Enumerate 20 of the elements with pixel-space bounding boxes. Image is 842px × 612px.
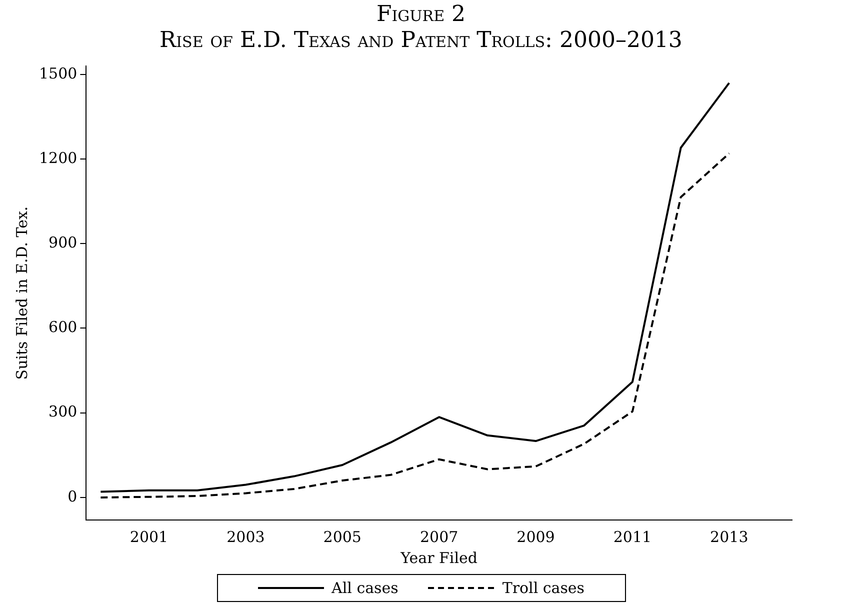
x-tick-label: 2005 [323, 528, 362, 546]
x-tick-label: 2013 [710, 528, 748, 546]
chart-title: Figure 2 [375, 2, 467, 28]
y-tick-label: 900 [48, 234, 78, 252]
x-axis-title: Year Filed [400, 548, 478, 567]
y-axis-title: Suits Filed in E.D. Tex. [12, 206, 31, 380]
legend-label: Troll cases [502, 579, 584, 597]
x-tick-label: 2007 [420, 528, 458, 546]
y-tick-label: 1500 [38, 64, 78, 82]
y-tick-label: 300 [48, 402, 78, 421]
legend-label: All cases [332, 579, 398, 597]
y-tick-label: 1200 [38, 148, 78, 167]
chart-subtitle: Rise of E.D. Texas and Patent Trolls: 2000–2013 [158, 28, 684, 54]
x-tick-label: 2009 [516, 528, 555, 546]
y-tick-label: 600 [48, 318, 78, 336]
line-series [100, 152, 730, 498]
y-tick-label: 0 [68, 487, 78, 506]
x-tick-label: 2001 [130, 528, 168, 546]
x-tick-label: 2011 [613, 528, 652, 546]
x-tick-label: 2003 [226, 528, 265, 546]
